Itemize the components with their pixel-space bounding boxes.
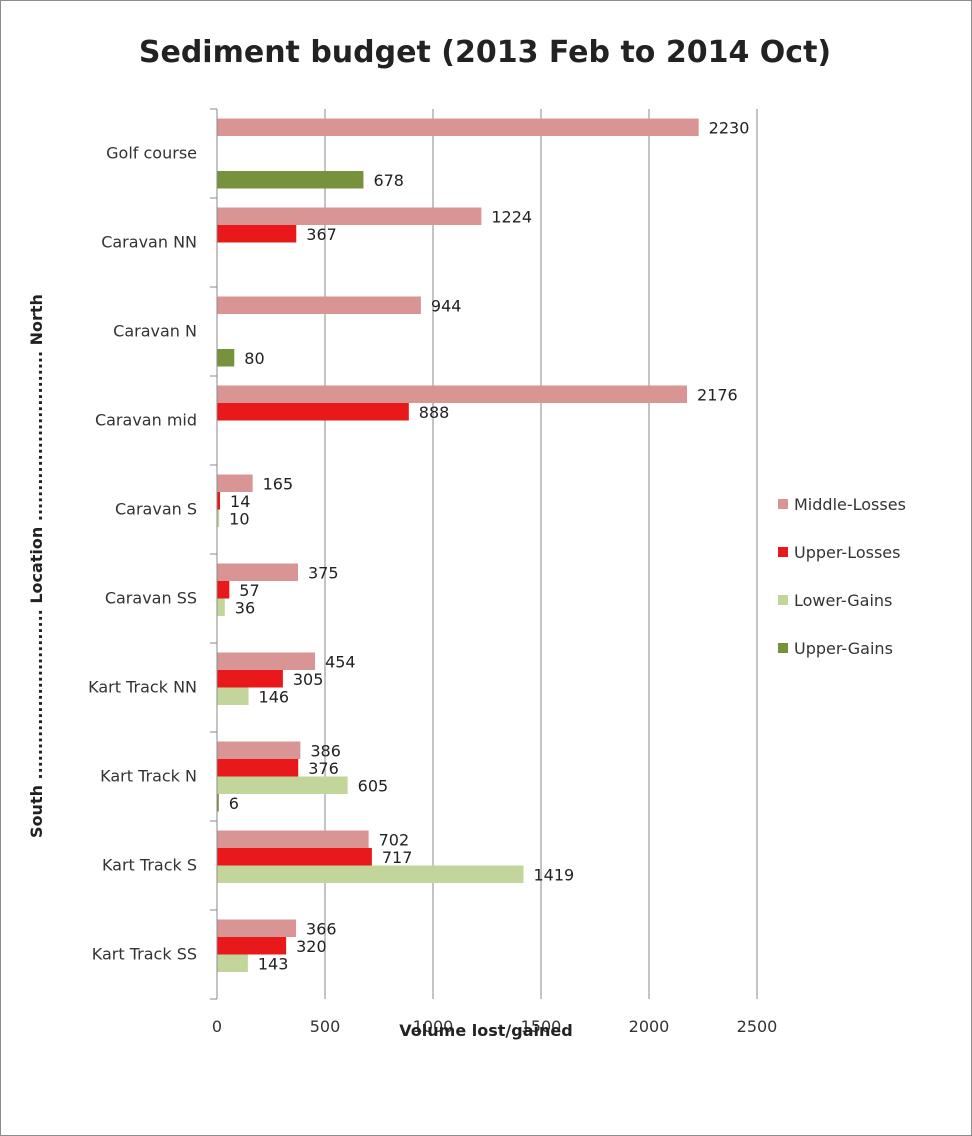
bar-middle-losses-caravan-n	[217, 296, 421, 314]
x-tick-label-2500: 2500	[737, 1017, 778, 1036]
category-label-golf-course: Golf course	[106, 144, 197, 163]
bar-upper-gains-caravan-n	[217, 349, 235, 367]
x-tick-label-0: 0	[212, 1017, 222, 1036]
data-label-lower-gains-kart-track-ss: 143	[258, 954, 289, 973]
legend-swatch-upper-losses	[778, 547, 788, 557]
data-label-upper-gains-golf-course: 678	[373, 171, 404, 190]
data-label-middle-losses-kart-track-ss: 366	[306, 919, 337, 938]
bar-middle-losses-golf-course	[217, 118, 699, 136]
data-label-middle-losses-kart-track-n: 386	[310, 741, 341, 760]
legend-label-upper-losses: Upper-Losses	[794, 543, 900, 562]
data-label-lower-gains-caravan-s: 10	[229, 509, 249, 528]
bar-upper-losses-kart-track-nn	[217, 670, 283, 688]
legend-label-lower-gains: Lower-Gains	[794, 591, 892, 610]
data-label-upper-losses-caravan-ss: 57	[239, 581, 259, 600]
bar-middle-losses-caravan-ss	[217, 563, 298, 581]
bar-lower-gains-caravan-ss	[217, 598, 225, 616]
bar-middle-losses-kart-track-s	[217, 830, 369, 848]
bar-upper-losses-kart-track-ss	[217, 937, 287, 955]
x-tick-label-1500: 1500	[521, 1017, 562, 1036]
y-axis-title: South ............................ Locat…	[27, 294, 46, 838]
chart-title: Sediment budget (2013 Feb to 2014 Oct)	[139, 35, 831, 70]
category-label-kart-track-ss: Kart Track SS	[92, 945, 197, 964]
bar-lower-gains-kart-track-s	[217, 865, 524, 883]
bar-upper-gains-golf-course	[217, 171, 364, 189]
bar-upper-gains-kart-track-n	[217, 794, 219, 812]
data-label-lower-gains-kart-track-n: 605	[358, 776, 389, 795]
category-label-kart-track-s: Kart Track S	[102, 856, 197, 875]
category-label-kart-track-nn: Kart Track NN	[88, 678, 197, 697]
data-label-middle-losses-caravan-s: 165	[263, 474, 294, 493]
x-tick-label-1000: 1000	[413, 1017, 454, 1036]
legend-label-middle-losses: Middle-Losses	[794, 495, 906, 514]
data-label-upper-losses-caravan-s: 14	[230, 492, 250, 511]
legend-swatch-lower-gains	[778, 595, 788, 605]
data-label-lower-gains-kart-track-s: 1419	[534, 865, 575, 884]
data-label-upper-losses-kart-track-s: 717	[382, 848, 413, 867]
bar-middle-losses-caravan-nn	[217, 207, 482, 225]
bar-upper-losses-caravan-s	[217, 492, 221, 510]
legend-swatch-upper-gains	[778, 643, 788, 653]
data-label-upper-losses-caravan-nn: 367	[306, 225, 337, 244]
bar-upper-losses-kart-track-n	[217, 759, 299, 777]
bar-middle-losses-caravan-s	[217, 474, 253, 492]
bar-lower-gains-kart-track-n	[217, 776, 348, 794]
bar-upper-losses-kart-track-s	[217, 848, 372, 866]
legend: Middle-Losses Upper-Losses Lower-Gains Uppe…	[778, 495, 906, 658]
category-label-caravan-nn: Caravan NN	[101, 233, 197, 252]
x-axis-title: Volume lost/gained	[399, 1021, 572, 1040]
bar-middle-losses-kart-track-nn	[217, 652, 316, 670]
data-label-lower-gains-caravan-ss: 36	[235, 598, 255, 617]
label-layer: Golf course 2230 678 Caravan NN 1224 367 Carav…	[88, 118, 749, 973]
data-label-upper-losses-caravan-mid: 888	[419, 403, 450, 422]
data-label-middle-losses-caravan-n: 944	[431, 296, 462, 315]
legend-label-upper-gains: Upper-Gains	[794, 639, 893, 658]
data-label-upper-gains-caravan-n: 80	[244, 349, 264, 368]
bar-upper-losses-caravan-nn	[217, 225, 297, 243]
data-label-middle-losses-caravan-nn: 1224	[491, 207, 532, 226]
category-label-kart-track-n: Kart Track N	[100, 767, 197, 786]
category-label-caravan-s: Caravan S	[115, 500, 197, 519]
data-label-lower-gains-kart-track-nn: 146	[259, 687, 290, 706]
data-label-middle-losses-kart-track-nn: 454	[325, 652, 356, 671]
bar-middle-losses-kart-track-n	[217, 741, 301, 759]
bar-middle-losses-kart-track-ss	[217, 919, 297, 937]
bar-lower-gains-kart-track-ss	[217, 954, 248, 972]
data-label-middle-losses-caravan-mid: 2176	[697, 385, 738, 404]
bar-upper-losses-caravan-mid	[217, 403, 409, 421]
bar-middle-losses-caravan-mid	[217, 385, 688, 403]
category-label-caravan-n: Caravan N	[113, 322, 197, 341]
data-label-upper-losses-kart-track-nn: 305	[293, 670, 324, 689]
legend-swatch-middle-losses	[778, 499, 788, 509]
data-label-middle-losses-kart-track-s: 702	[379, 830, 410, 849]
bar-upper-losses-caravan-ss	[217, 581, 230, 599]
bar-lower-gains-kart-track-nn	[217, 687, 249, 705]
data-label-upper-losses-kart-track-ss: 320	[296, 937, 327, 956]
data-label-middle-losses-golf-course: 2230	[709, 118, 750, 137]
bar-lower-gains-caravan-s	[217, 509, 220, 527]
axis-layer: 0 500 1000 1500 2000 2500	[210, 108, 778, 1036]
bar-layer	[217, 118, 699, 972]
x-tick-label-2000: 2000	[629, 1017, 670, 1036]
data-label-upper-losses-kart-track-n: 376	[308, 759, 339, 778]
data-label-upper-gains-kart-track-n: 6	[229, 794, 239, 813]
data-label-middle-losses-caravan-ss: 375	[308, 563, 339, 582]
x-tick-label-500: 500	[310, 1017, 341, 1036]
category-label-caravan-mid: Caravan mid	[95, 411, 197, 430]
category-label-caravan-ss: Caravan SS	[105, 589, 197, 608]
